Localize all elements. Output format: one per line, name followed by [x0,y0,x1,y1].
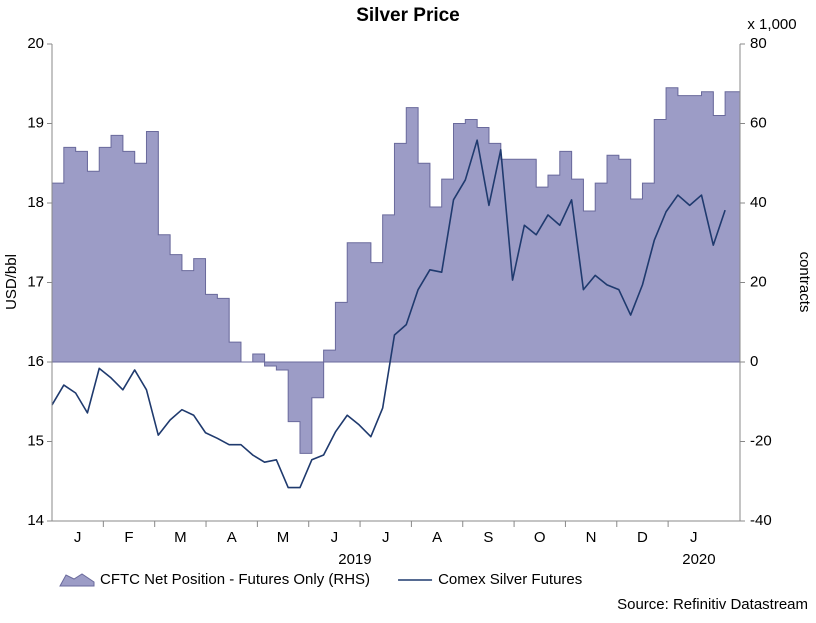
x-tick-label: D [637,529,648,546]
area-step [677,95,691,363]
year-label: 2020 [682,551,715,568]
legend-swatch-area [59,573,95,587]
price-line [51,139,726,489]
chart-title: Silver Price [356,5,460,26]
area-step [158,234,171,362]
area-step [52,183,65,362]
y-tick-label: 20 [27,35,44,52]
area-step [524,159,537,362]
y-tick-label: 19 [27,114,44,131]
y2-tick-label: 20 [750,273,767,290]
y2-tick-label: -40 [750,512,772,529]
y-tick-label: 15 [27,432,44,449]
y2-axis-label: contracts [796,252,813,313]
area-step [276,362,289,370]
area-step [205,294,218,362]
area-step [713,115,726,362]
area-step [288,362,301,422]
area-step [689,95,702,363]
area-step [418,163,431,362]
y2-tick-label: 80 [750,35,767,52]
area-step [193,258,207,362]
area-step [618,159,632,362]
area-step [264,362,277,366]
area-step [229,342,242,362]
area-step [63,147,77,362]
source: Source: Refinitiv Datastream [617,596,808,613]
area-step [595,183,608,362]
x-tick-label: S [483,529,493,546]
area-step [87,171,100,362]
area-step [547,175,561,362]
y-tick-label: 18 [27,194,44,211]
area-step [429,206,443,362]
x-tick-label: J [382,529,390,546]
x-tick-label: F [124,529,133,546]
x-tick-label: A [432,529,442,546]
y-tick-label: 16 [27,353,44,370]
area-step [217,298,230,362]
area-step [299,362,313,454]
x-tick-label: A [227,529,237,546]
area-step [477,127,490,362]
area-step [725,91,741,362]
area-step [701,91,714,362]
area-step [453,123,466,362]
x-tick-label: N [586,529,597,546]
plot-area [51,87,741,489]
area-step [75,151,88,362]
area-step [181,270,195,362]
x-tick-label: O [534,529,546,546]
area-step [441,179,455,362]
x-tick-label: J [331,529,339,546]
area-step [465,119,478,363]
area-step [559,151,573,362]
area-step [134,163,147,362]
area-step [252,354,266,362]
area-step [500,159,514,362]
area-step [630,199,643,362]
y2-tick-label: 60 [750,114,767,131]
area-step [642,183,655,362]
area-step [122,151,136,362]
area-step [359,242,372,362]
area-step [394,143,407,362]
x-tick-label: M [277,529,290,546]
y-axis-label: USD/bbl [3,254,20,310]
area-step [406,107,419,362]
area-step [583,210,596,362]
area-step [370,262,384,362]
area-step [571,179,584,362]
y2-unit: x 1,000 [747,16,796,33]
area-step [170,254,183,362]
legend-label: Comex Silver Futures [438,571,582,588]
x-tick-label: J [74,529,82,546]
year-label: 2019 [338,551,371,568]
y-tick-label: 14 [27,512,44,529]
area-step [607,155,620,362]
area-step [146,131,159,362]
x-tick-label: J [690,529,698,546]
y2-tick-label: 40 [750,194,767,211]
area-step [488,143,502,362]
area-step [323,350,336,362]
y2-tick-label: 0 [750,353,758,370]
x-tick-label: M [174,529,187,546]
y2-tick-label: -20 [750,432,772,449]
area-step [99,147,112,362]
area-step [654,119,667,363]
area-edge [52,87,740,454]
area-step [512,159,525,362]
area-step [311,362,325,398]
area-step [666,87,679,362]
area-step [111,135,124,362]
legend-label: CFTC Net Position - Futures Only (RHS) [100,571,370,588]
area-step [382,214,395,362]
y-tick-label: 17 [27,273,44,290]
area-step [536,187,549,362]
area-step [335,302,348,362]
area-step [347,242,360,362]
